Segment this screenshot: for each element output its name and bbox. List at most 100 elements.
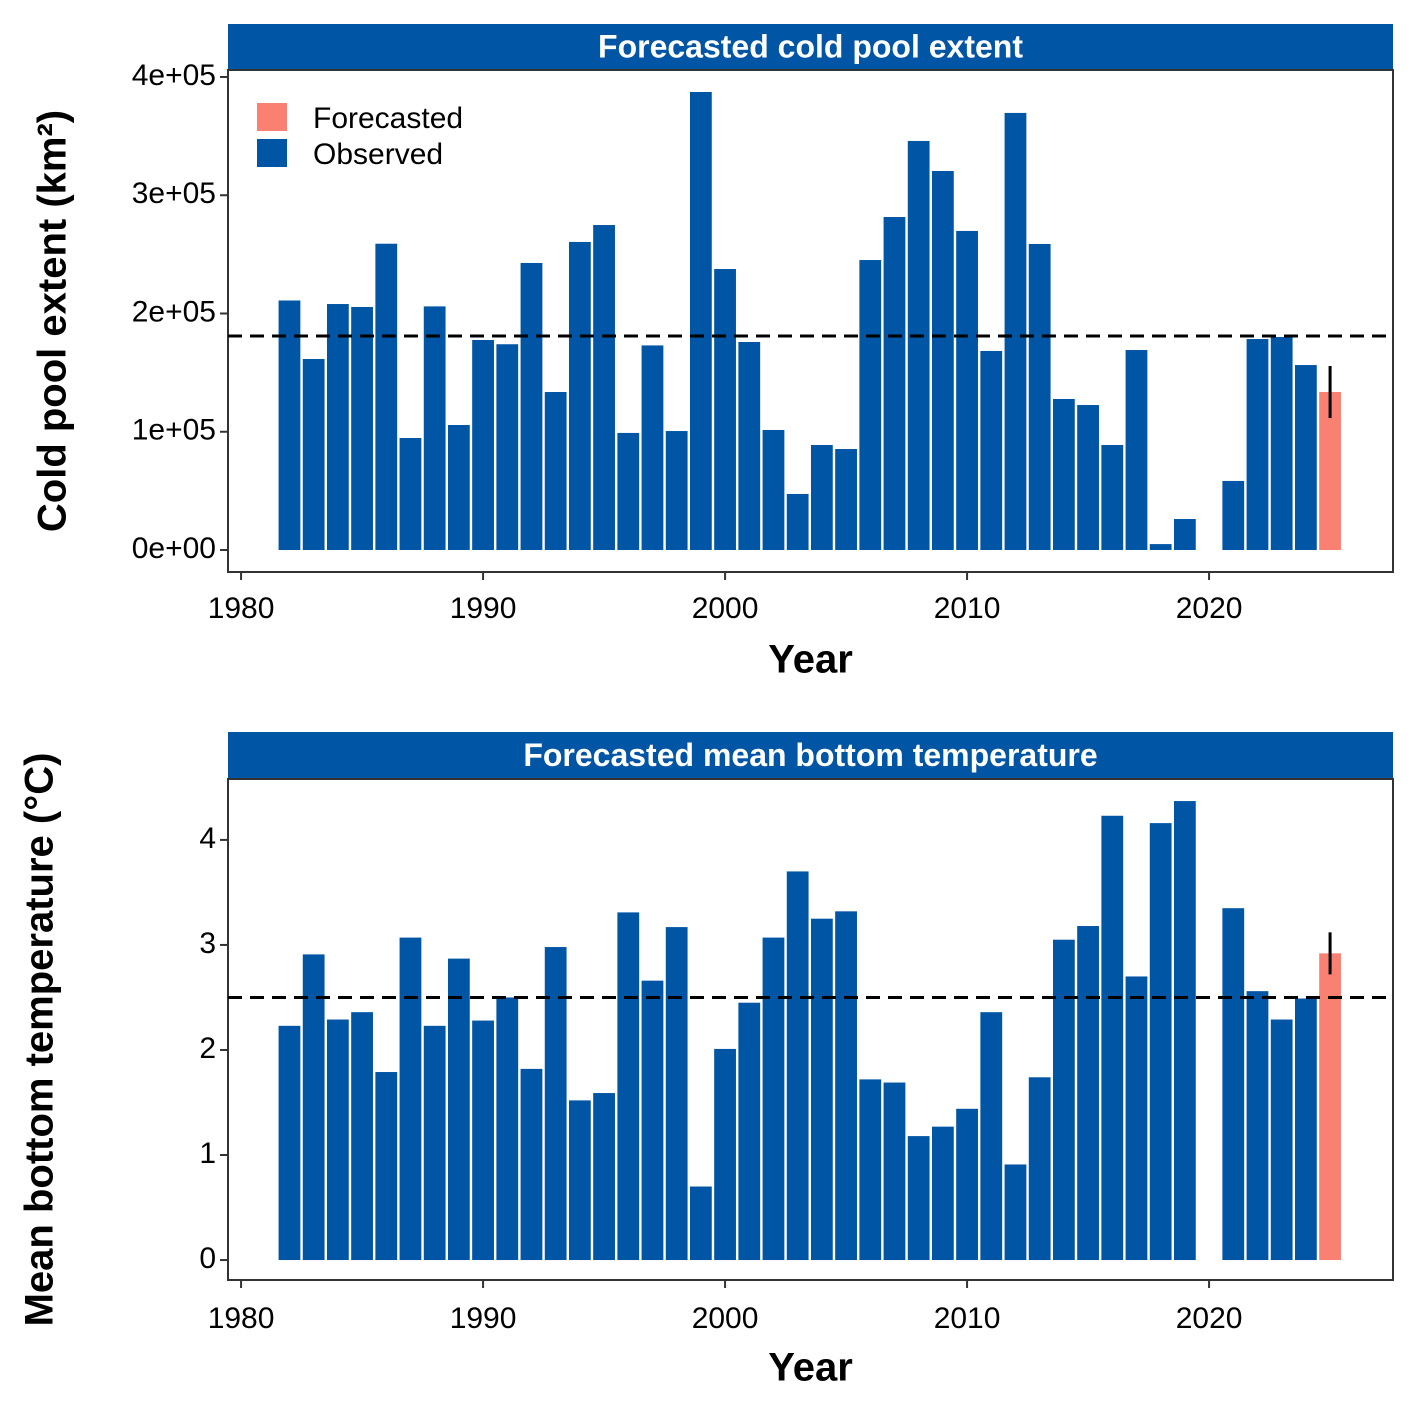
bar [907,140,930,551]
bar [1149,823,1172,1261]
bar [786,871,809,1261]
bar [689,91,712,551]
bar [593,225,615,551]
bar [1004,112,1027,551]
x-tick-label: 2020 [1176,592,1243,625]
bar [714,1048,736,1261]
bar [520,1068,543,1261]
chart-title: Forecasted mean bottom temperature [523,737,1097,773]
x-tick-label: 1990 [450,1302,517,1335]
bar [351,1012,373,1261]
bar [1319,953,1341,1261]
bar [1101,444,1124,551]
bar [1222,908,1245,1261]
x-tick-label: 2010 [934,592,1001,625]
bar [665,927,688,1261]
bar [956,1108,978,1261]
bar [665,431,688,551]
bar [1077,926,1099,1261]
x-axis-title: Year [768,1346,853,1390]
bar [956,230,978,551]
bar [1077,405,1099,551]
bar [762,429,785,551]
bar [278,300,301,551]
bar [1052,398,1075,551]
bar [302,359,325,551]
y-tick-label: 0 [199,1242,216,1275]
panel-border [227,69,1394,573]
legend-swatch [257,139,287,167]
y-axis-title: Cold pool extent (km²) [31,110,75,532]
bar [1270,337,1293,551]
y-tick-label: 0e+00 [132,532,216,565]
bar [351,306,373,551]
bar [375,243,398,551]
bar [496,344,519,551]
x-axis-title: Year [768,638,853,682]
x-tick-label: 1980 [208,592,275,625]
bar [980,1012,1003,1261]
bar [447,958,470,1261]
bar [931,1126,954,1261]
y-tick-label: 3e+05 [132,177,216,210]
bar [883,216,906,551]
bar [786,493,809,551]
bar [1294,365,1317,551]
strip [228,24,1393,70]
bar [1222,480,1245,551]
bar [1294,998,1317,1261]
bar [1246,991,1269,1261]
x-tick-label: 2020 [1176,1302,1243,1335]
x-tick-label: 2000 [692,1302,759,1335]
bar [1052,939,1075,1261]
bar [1101,815,1124,1261]
y-tick-label: 3 [199,927,216,960]
bar [1125,350,1148,551]
bar [568,241,591,551]
bar [1319,392,1341,551]
bar [907,1136,930,1261]
y-axis-title: Mean bottom temperature (°C) [18,753,62,1327]
bar [447,425,470,551]
bar [617,432,640,551]
bar [762,937,785,1261]
x-tick-label: 1990 [450,592,517,625]
bar [423,1025,446,1261]
bar [1028,1077,1051,1261]
bar [1004,1164,1027,1261]
bar [278,1025,301,1261]
legend-swatch [257,103,287,131]
bar [835,911,857,1261]
bar [520,262,543,551]
bar [835,449,857,551]
bar [738,1002,761,1261]
bar [1173,519,1196,551]
bar [1173,801,1196,1261]
strip [228,732,1393,779]
bar [980,350,1003,551]
bar [472,1020,494,1261]
bar [689,1186,712,1261]
bar [810,444,833,551]
y-tick-label: 1e+05 [132,414,216,447]
bar [496,997,519,1261]
x-tick-label: 2010 [934,1302,1001,1335]
bar [326,1019,349,1261]
x-tick-label: 2000 [692,592,759,625]
bar [1125,976,1148,1261]
x-tick-label: 1980 [208,1302,275,1335]
bar [641,345,664,551]
bar [859,1079,882,1261]
bar [1246,339,1269,551]
y-tick-label: 4e+05 [132,59,216,92]
bar [738,341,761,551]
bar [423,306,446,551]
bar [593,1093,615,1261]
bar [399,438,422,551]
bar [568,1100,591,1261]
chart-title: Forecasted cold pool extent [598,28,1023,64]
y-tick-label: 1 [199,1137,216,1170]
bar [544,392,567,551]
bar [326,304,349,551]
